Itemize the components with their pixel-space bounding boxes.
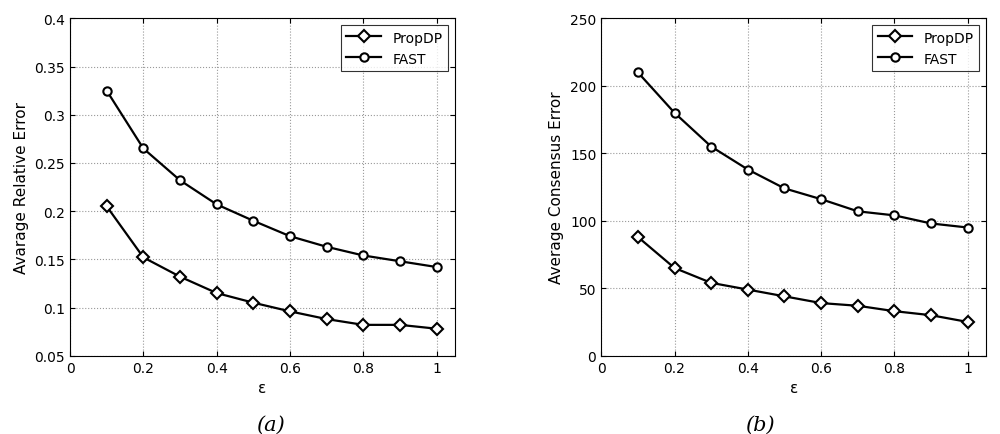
FAST [705,145,717,150]
PropDP [852,303,864,309]
PropDP [888,309,900,314]
PropDP [357,322,369,328]
Line: PropDP: PropDP [103,203,441,333]
FAST [247,219,259,224]
Legend: PropDP, FAST: PropDP, FAST [341,26,448,72]
PropDP [925,313,937,318]
X-axis label: ε: ε [258,380,267,395]
Legend: PropDP, FAST: PropDP, FAST [872,26,979,72]
PropDP [815,301,827,306]
PropDP [394,322,406,328]
FAST [888,213,900,218]
PropDP [431,326,443,332]
FAST [962,225,974,230]
X-axis label: ε: ε [790,380,798,395]
Line: FAST: FAST [634,69,972,232]
PropDP [632,235,644,240]
FAST [852,209,864,214]
PropDP [174,274,186,279]
FAST [925,221,937,227]
Line: PropDP: PropDP [634,233,972,326]
PropDP [962,319,974,325]
FAST [321,245,333,250]
FAST [101,89,113,94]
Text: (b): (b) [745,415,775,434]
FAST [669,111,681,116]
FAST [431,265,443,270]
PropDP [705,281,717,286]
FAST [778,186,790,191]
PropDP [284,309,296,314]
PropDP [101,204,113,210]
FAST [137,147,149,152]
Text: (a): (a) [256,415,284,434]
FAST [284,234,296,239]
FAST [394,259,406,264]
PropDP [742,287,754,293]
FAST [211,202,223,207]
PropDP [778,294,790,299]
FAST [742,168,754,173]
FAST [815,197,827,202]
PropDP [211,291,223,296]
FAST [632,71,644,76]
Y-axis label: Avarage Relative Error: Avarage Relative Error [14,102,29,273]
Line: FAST: FAST [103,87,441,272]
PropDP [247,300,259,306]
Y-axis label: Average Consensus Error: Average Consensus Error [549,92,564,284]
PropDP [669,266,681,271]
PropDP [137,255,149,260]
PropDP [321,317,333,322]
FAST [174,178,186,184]
FAST [357,253,369,259]
